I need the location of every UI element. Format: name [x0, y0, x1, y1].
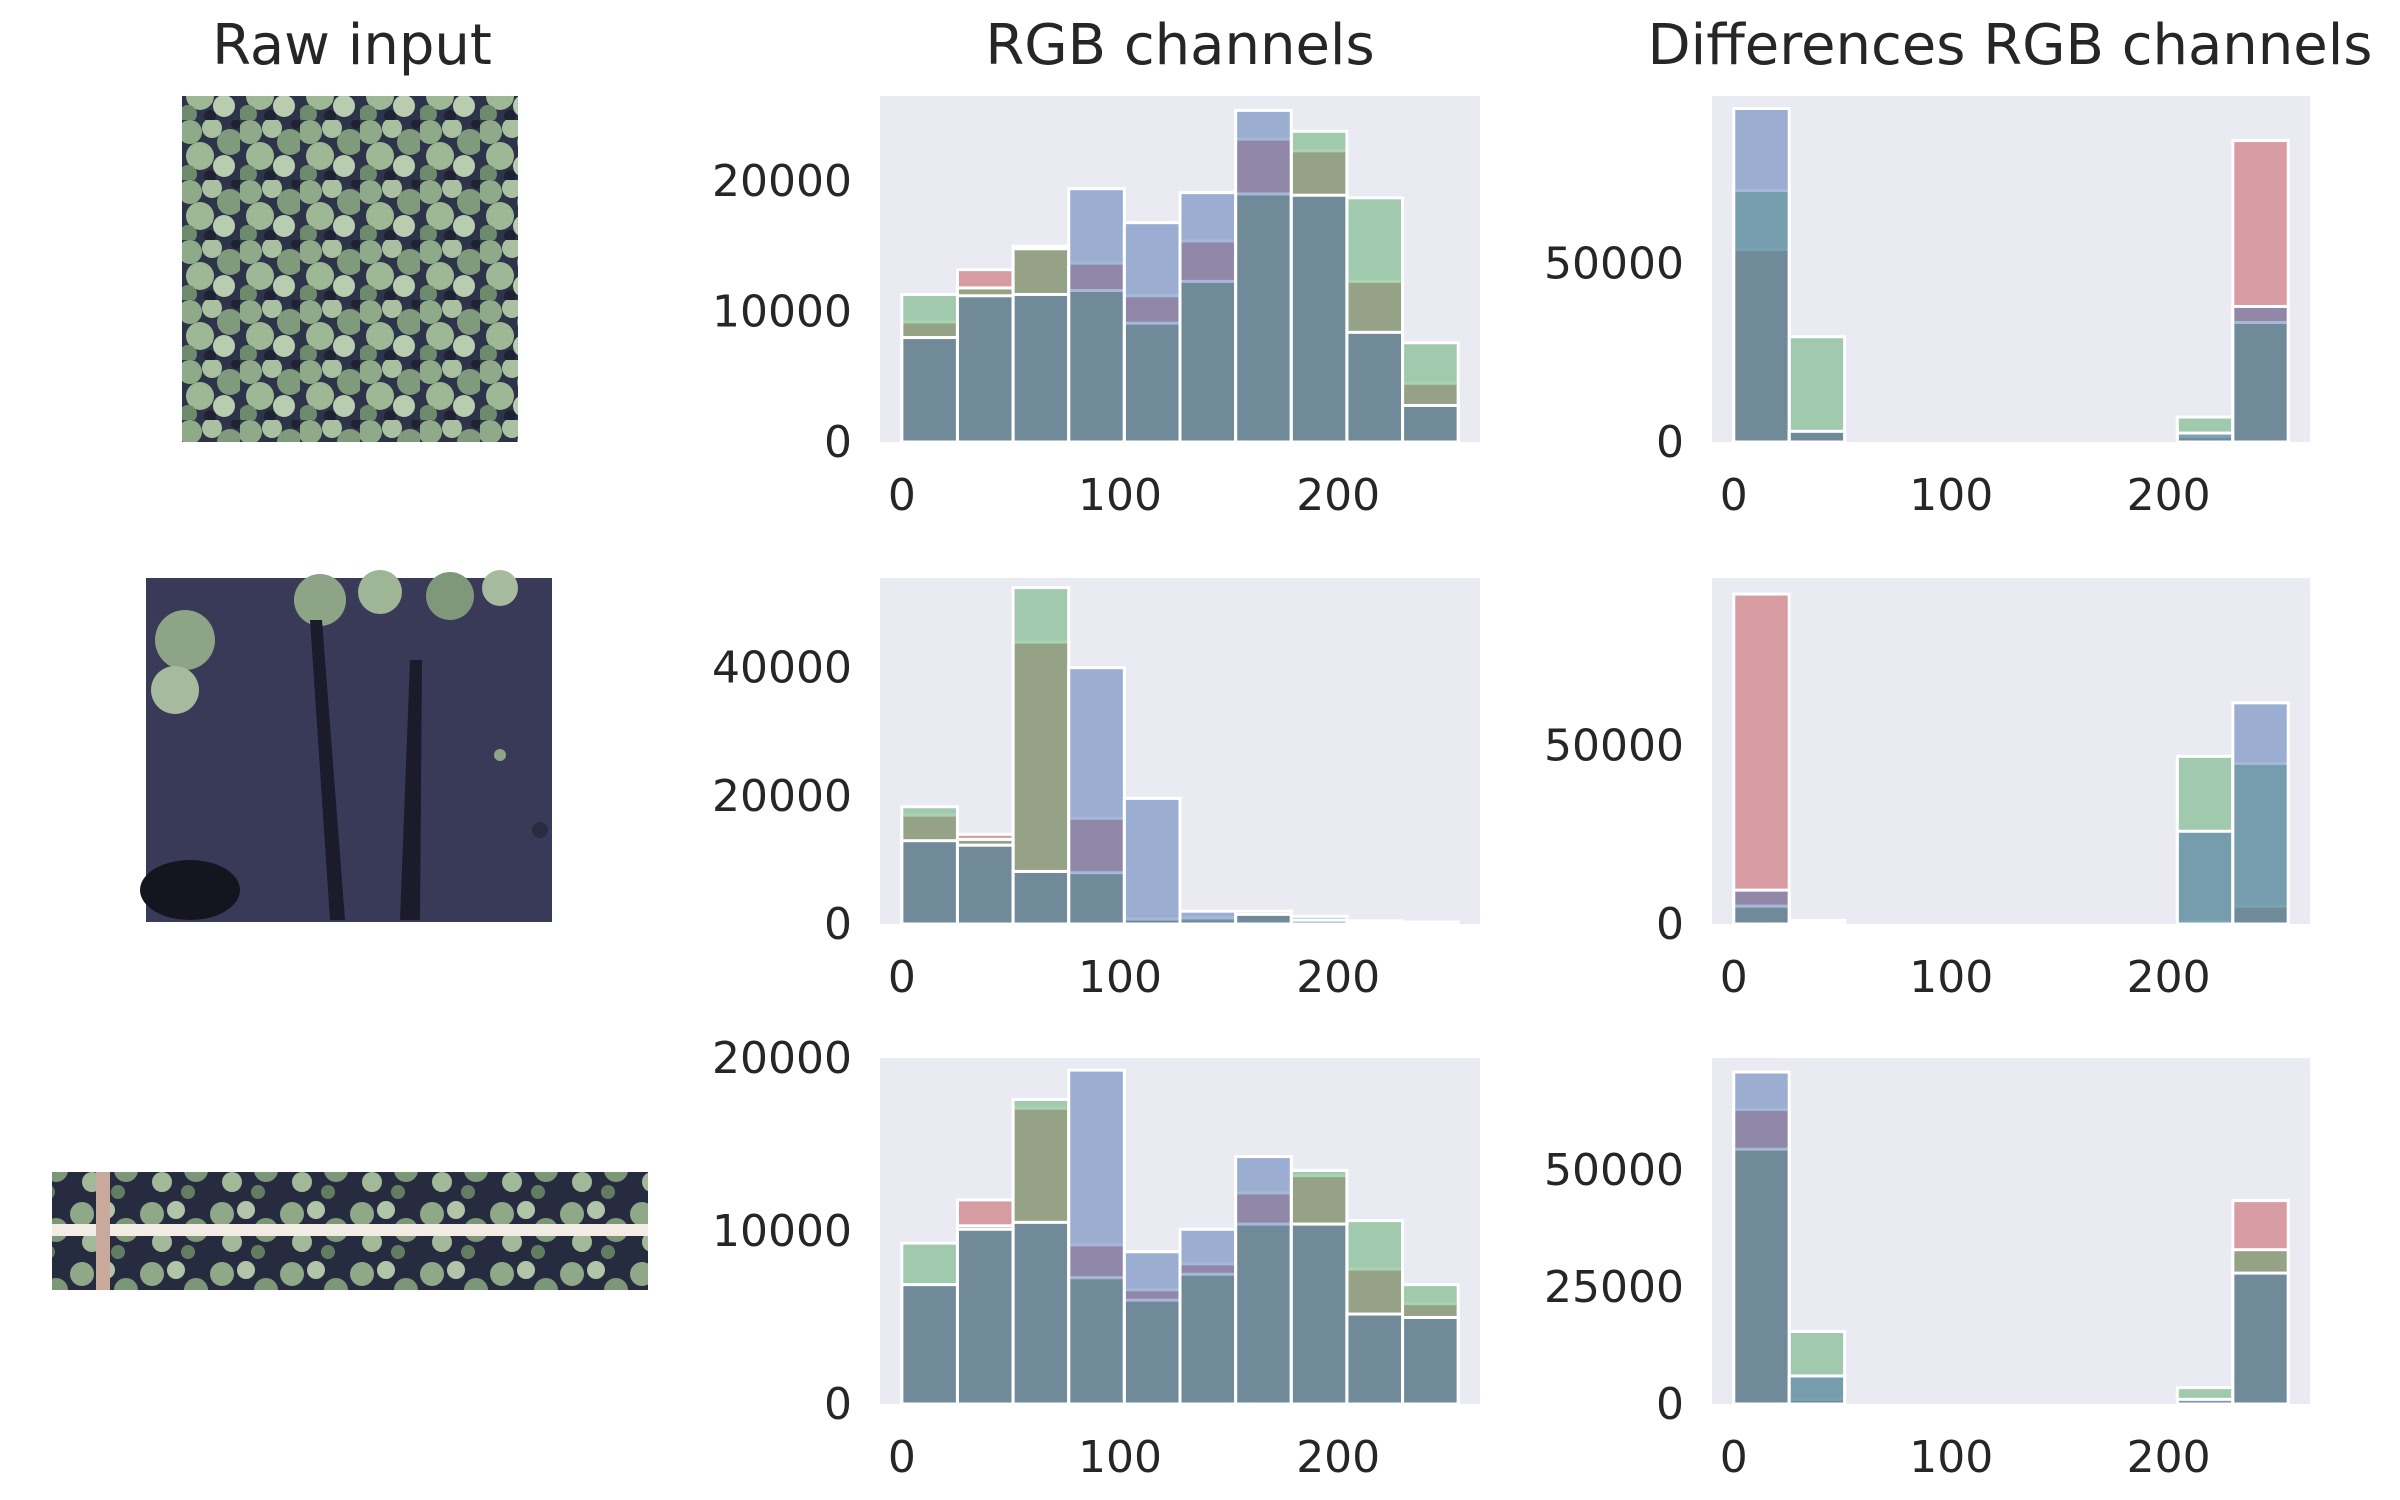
y-tick-label: 50000	[1544, 239, 1684, 290]
bar-b-bin-0	[1732, 106, 1791, 444]
bar-g-bin-1	[1787, 335, 1847, 444]
bar-b-bin-2	[1011, 869, 1071, 926]
bar-b-bin-1	[1787, 429, 1847, 444]
rgb-histogram-row-3: 0 10000 20000 0 100 200	[712, 1033, 1480, 1483]
bar-b-bin-8	[2175, 431, 2235, 444]
bar-b-bin-8	[2175, 829, 2235, 926]
bar-b-bin-6	[1234, 108, 1293, 444]
bar-b-bin-0	[900, 1283, 959, 1406]
x-tick-label: 100	[1078, 952, 1162, 1003]
bar-b-bin-0	[900, 839, 959, 926]
bar-b-bin-9	[2231, 1271, 2290, 1406]
series-b	[900, 666, 1460, 926]
x-tick-label: 200	[1296, 1432, 1380, 1483]
y-tick-label: 10000	[712, 1206, 852, 1257]
y-tick-label: 0	[824, 417, 852, 468]
y-tick-label: 40000	[712, 643, 852, 694]
bar-b-bin-8	[1345, 330, 1405, 444]
bar-b-bin-8	[1345, 1312, 1405, 1406]
y-tick-label: 0	[1656, 417, 1684, 468]
column-title-rgb-channels: RGB channels	[985, 13, 1374, 78]
series-b	[900, 1068, 1460, 1406]
x-tick-label: 200	[2127, 470, 2211, 521]
bar-b-bin-8	[2175, 1397, 2235, 1406]
bar-b-bin-0	[900, 336, 959, 444]
y-tick-label: 0	[824, 1379, 852, 1430]
column-title-raw-input: Raw input	[212, 13, 492, 78]
y-tick-label: 50000	[1544, 1145, 1684, 1196]
bar-b-bin-9	[1401, 921, 1460, 926]
x-tick-label: 100	[1078, 1432, 1162, 1483]
bar-b-bin-6	[1234, 912, 1293, 926]
series-b	[1732, 106, 2290, 444]
x-tick-label: 100	[1909, 470, 1993, 521]
raw-input-image-3	[52, 1172, 648, 1290]
x-tick-label: 100	[1909, 1432, 1993, 1483]
y-tick-label: 20000	[712, 1033, 852, 1084]
bar-b-bin-6	[1234, 1155, 1293, 1406]
bar-b-bin-3	[1067, 187, 1126, 444]
x-tick-label: 200	[2127, 952, 2211, 1003]
y-tick-label: 20000	[712, 156, 852, 207]
x-tick-label: 0	[888, 952, 916, 1003]
y-tick-label: 0	[824, 899, 852, 950]
bar-b-bin-1	[955, 294, 1015, 444]
x-tick-label: 100	[1078, 470, 1162, 521]
bar-b-bin-0	[1732, 1070, 1791, 1406]
y-tick-label: 50000	[1544, 721, 1684, 772]
x-tick-label: 200	[1296, 470, 1380, 521]
bar-b-bin-7	[1289, 918, 1349, 926]
bar-b-bin-4	[1122, 796, 1182, 926]
series-b	[900, 108, 1460, 444]
y-tick-label: 10000	[712, 286, 852, 337]
diff-histogram-row-1: 0 50000 0 100 200	[1544, 96, 2310, 521]
rgb-histogram-row-2: 0 20000 40000 0 100 200	[712, 578, 1480, 1003]
bar-b-bin-3	[1067, 666, 1126, 926]
x-tick-label: 0	[1720, 1432, 1748, 1483]
series-b	[1732, 1070, 2290, 1406]
column-title-differences-rgb-channels: Differences RGB channels	[1648, 13, 2373, 78]
bar-b-bin-9	[1401, 1316, 1460, 1406]
bar-b-bin-5	[1178, 191, 1238, 444]
x-tick-label: 0	[1720, 470, 1748, 521]
x-tick-label: 0	[888, 470, 916, 521]
y-tick-label: 0	[1656, 899, 1684, 950]
bar-b-bin-3	[1067, 1068, 1126, 1406]
bar-b-bin-4	[1122, 1250, 1182, 1406]
bar-b-bin-9	[2231, 304, 2290, 444]
rgb-histogram-row-1: 0 10000 20000 0 100 200	[712, 96, 1480, 521]
bar-b-bin-1	[955, 843, 1015, 926]
bar-b-bin-5	[1178, 1227, 1238, 1406]
bar-b-bin-7	[1289, 1222, 1349, 1406]
bar-b-bin-8	[1345, 921, 1405, 926]
bar-r-bin-0	[1732, 592, 1791, 926]
diff-histogram-row-3: 0 25000 50000 0 100 200	[1544, 1058, 2310, 1483]
x-tick-label: 0	[1720, 952, 1748, 1003]
bar-b-bin-4	[1122, 221, 1182, 444]
bar-b-bin-2	[1011, 1220, 1071, 1406]
y-tick-label: 0	[1656, 1379, 1684, 1430]
bar-b-bin-9	[2231, 701, 2290, 926]
x-tick-label: 200	[2127, 1432, 2211, 1483]
x-tick-label: 100	[1909, 952, 1993, 1003]
x-tick-label: 200	[1296, 952, 1380, 1003]
bar-b-bin-1	[955, 1227, 1015, 1406]
diff-histogram-row-2: 0 50000 0 100 200	[1544, 578, 2310, 1003]
bar-b-bin-0	[1732, 888, 1791, 926]
series-b	[1732, 701, 2290, 926]
x-tick-label: 0	[888, 1432, 916, 1483]
bar-b-bin-1	[1787, 1374, 1847, 1406]
raw-input-image-1	[182, 96, 518, 442]
raw-input-image-2	[140, 570, 552, 922]
bar-b-bin-9	[1401, 403, 1460, 444]
bar-b-bin-5	[1178, 909, 1238, 926]
bar-b-bin-7	[1289, 193, 1349, 444]
y-tick-label: 25000	[1544, 1262, 1684, 1313]
y-tick-label: 20000	[712, 771, 852, 822]
bar-b-bin-2	[1011, 292, 1071, 444]
bar-b-bin-1	[1787, 920, 1847, 926]
